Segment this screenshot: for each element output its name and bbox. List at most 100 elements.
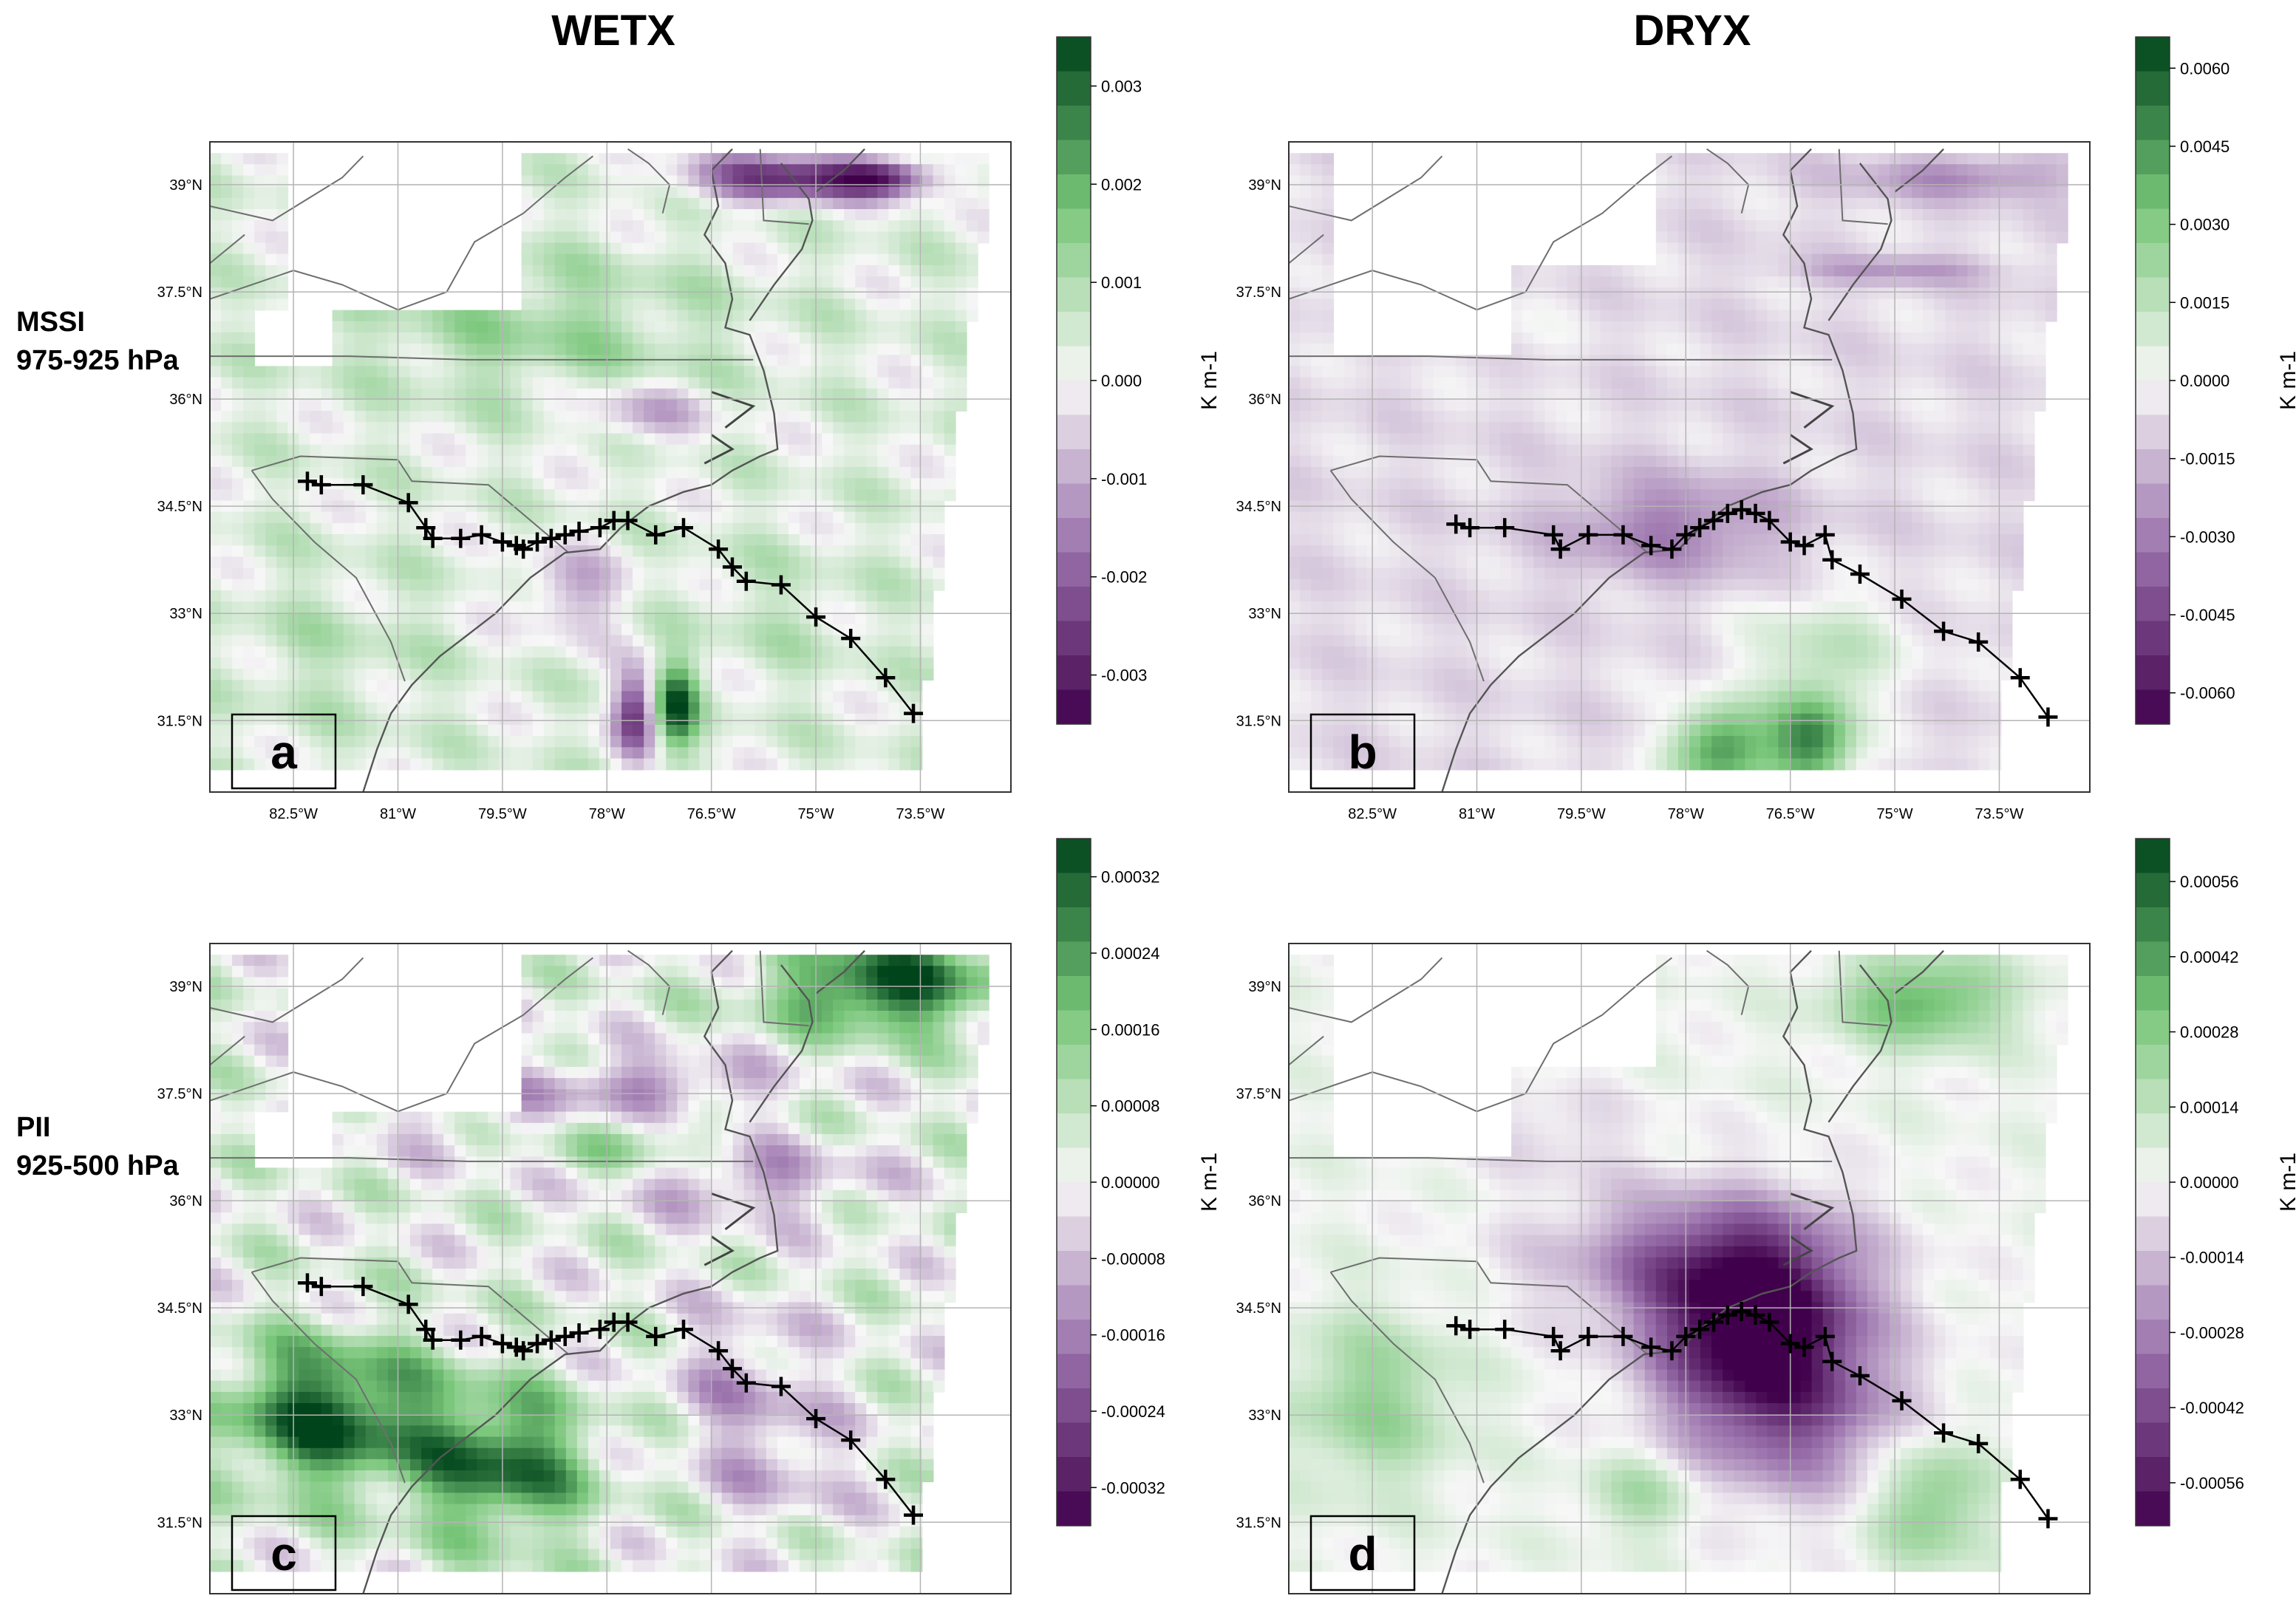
y-tick-label: 31.5°N [1236, 1515, 1281, 1531]
colorbar-level [2136, 312, 2170, 347]
colorbar-level [2136, 1148, 2170, 1183]
colorbar-tick-label: 0.0060 [2180, 59, 2229, 78]
y-tick-label: 39°N [1248, 979, 1281, 995]
panel-letter: d [1348, 1527, 1377, 1580]
colorbar-level [2136, 1354, 2170, 1389]
x-tick-label: 79.5°W [478, 806, 527, 822]
colorbar-level [2136, 690, 2170, 725]
x-tick-label: 76.5°W [687, 806, 736, 822]
colorbar-tick-label: -0.0030 [2180, 528, 2235, 546]
colorbar-level [2136, 106, 2170, 140]
x-tick-label: 75°W [1877, 806, 1913, 822]
colorbar-level [2136, 1388, 2170, 1423]
colorbar-level [2136, 1045, 2170, 1079]
colorbar-level [2136, 1113, 2170, 1148]
colorbar-level [2136, 278, 2170, 313]
colorbar-level [2136, 381, 2170, 415]
colorbar-tick-label: 0.0015 [2180, 293, 2229, 312]
colorbar-level [2136, 1320, 2170, 1354]
colorbar-level [2136, 1423, 2170, 1458]
panel-b-field [1289, 142, 2090, 792]
colorbar-tick-label: 0.00028 [2180, 1023, 2239, 1042]
panel-letter: b [1348, 726, 1377, 779]
y-tick-label: 36°N [1248, 392, 1281, 408]
colorbar: 0.00056 0.00042 0.00028 0.00014 0.00000 -0.00… [2136, 839, 2296, 1526]
colorbar-tick-label: 0.00014 [2180, 1098, 2239, 1116]
panel-a-field [210, 142, 1011, 792]
colorbar-tick-label: -0.00014 [2180, 1249, 2244, 1267]
colorbar-level [2136, 243, 2170, 278]
panel-c-wetx-pii: 82.5°W81°W79.5°W78°W76.5°W75°W73.5°W39°N… [0, 868, 1182, 1607]
colorbar-level [2136, 1251, 2170, 1286]
colorbar-level [2136, 72, 2170, 106]
colorbar-tick-label: 0.0045 [2180, 137, 2229, 156]
panel-d-svg: 82.5°W81°W79.5°W78°W76.5°W75°W73.5°W39°N… [1079, 868, 2261, 1607]
x-tick-label: 81°W [380, 806, 416, 822]
colorbar-level [2136, 587, 2170, 621]
y-tick-label: 34.5°N [157, 1300, 202, 1317]
colorbar-tick-label: 0.0030 [2180, 216, 2229, 234]
colorbar-tick-label: -0.0015 [2180, 450, 2235, 468]
panel-d-field [1289, 944, 2090, 1594]
colorbar-level [2136, 140, 2170, 175]
colorbar-level [2136, 1217, 2170, 1252]
colorbar-level [2136, 484, 2170, 519]
y-tick-label: 39°N [169, 979, 202, 995]
y-tick-label: 31.5°N [1236, 713, 1281, 729]
colorbar-level [2136, 518, 2170, 553]
panel-c-svg: 82.5°W81°W79.5°W78°W76.5°W75°W73.5°W39°N… [0, 868, 1182, 1607]
y-tick-label: 37.5°N [1236, 1086, 1281, 1102]
y-tick-label: 36°N [169, 392, 202, 408]
panel-letter: c [270, 1527, 297, 1580]
y-tick-label: 33°N [1248, 1408, 1281, 1424]
colorbar-level [2136, 942, 2170, 977]
colorbar-tick-label: 0.0000 [2180, 372, 2229, 390]
colorbar-level [2136, 976, 2170, 1011]
colorbar-level [2136, 449, 2170, 484]
column-title-wetx: WETX [392, 6, 835, 55]
colorbar-level [2136, 209, 2170, 244]
x-tick-label: 79.5°W [1557, 806, 1606, 822]
colorbar-level [2136, 1011, 2170, 1045]
x-tick-label: 82.5°W [1348, 806, 1397, 822]
colorbar-level [2136, 174, 2170, 209]
colorbar-level [2136, 1079, 2170, 1114]
y-tick-label: 34.5°N [157, 499, 202, 515]
colorbar-tick-label: 0.00056 [2180, 873, 2239, 891]
panel-c-field [210, 944, 1011, 1594]
colorbar-label: K m-1 [2276, 351, 2296, 410]
colorbar-level [2136, 873, 2170, 908]
colorbar-tick-label: -0.00056 [2180, 1474, 2244, 1492]
y-tick-label: 33°N [169, 1408, 202, 1424]
y-tick-label: 37.5°N [157, 1086, 202, 1102]
y-tick-label: 33°N [1248, 606, 1281, 622]
colorbar-tick-label: 0.00042 [2180, 948, 2239, 966]
colorbar-level [2136, 1182, 2170, 1217]
x-tick-label: 73.5°W [896, 806, 945, 822]
column-title-dryx: DRYX [1471, 6, 1914, 55]
colorbar-level [2136, 907, 2170, 942]
colorbar-tick-label: -0.0045 [2180, 606, 2235, 624]
y-tick-label: 39°N [1248, 177, 1281, 194]
y-tick-label: 34.5°N [1236, 1300, 1281, 1317]
colorbar-level [2136, 37, 2170, 72]
colorbar-tick-label: -0.00028 [2180, 1323, 2244, 1342]
x-tick-label: 81°W [1459, 806, 1495, 822]
colorbar-tick-label: 0.00000 [2180, 1173, 2239, 1192]
y-tick-label: 34.5°N [1236, 499, 1281, 515]
y-tick-label: 36°N [1248, 1193, 1281, 1209]
colorbar-level [2136, 347, 2170, 381]
colorbar-level [2136, 655, 2170, 690]
x-tick-label: 78°W [1668, 806, 1704, 822]
x-tick-label: 75°W [798, 806, 834, 822]
y-tick-label: 33°N [169, 606, 202, 622]
y-tick-label: 31.5°N [157, 1515, 202, 1531]
colorbar-tick-label: -0.00042 [2180, 1399, 2244, 1417]
panel-letter: a [270, 726, 297, 779]
y-tick-label: 36°N [169, 1193, 202, 1209]
x-tick-label: 82.5°W [269, 806, 318, 822]
y-tick-label: 31.5°N [157, 713, 202, 729]
